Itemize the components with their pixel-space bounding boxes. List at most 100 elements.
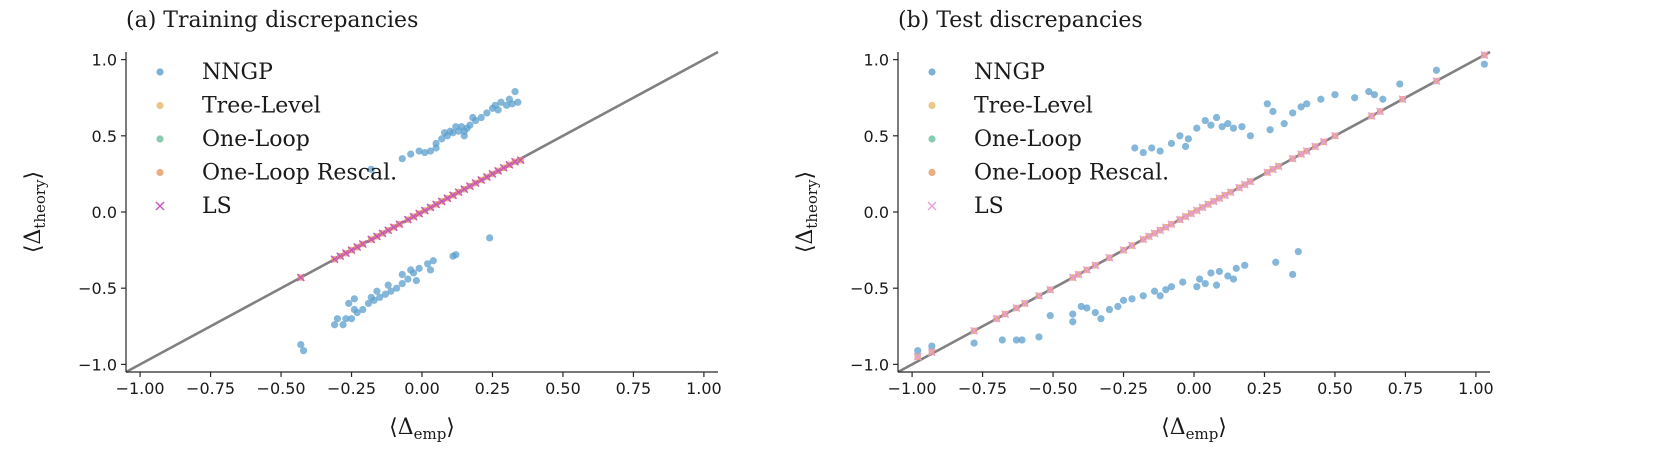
ls-point [1288,154,1297,163]
ls-point [409,212,418,221]
x-tick-label: 0.75 [1388,379,1424,398]
ls-point [454,188,463,197]
ls-point [460,185,469,194]
ls-point [505,160,514,169]
legend-label: LS [202,194,232,219]
x-tick-label: −0.50 [1029,379,1078,398]
nngp-point [350,295,358,303]
ls-point [353,243,362,252]
nngp-point [1432,66,1441,74]
ls-point [1139,235,1148,244]
nngp-point [1105,305,1114,314]
nngp-point [1156,147,1164,155]
x-tick-label: −0.25 [327,379,376,398]
nngp-point [1266,126,1274,134]
nngp-point [494,106,502,114]
x-tick-label: 0.50 [1317,379,1353,398]
ls-point [367,235,376,244]
nngp-point [412,276,420,285]
nngp-point [1289,270,1297,279]
nngp-point [297,340,305,349]
ls-point [1268,165,1277,174]
x-axis-title-main: ⟨Δ [1161,415,1185,440]
ls-point [1167,220,1176,229]
ls-point [465,182,474,191]
nngp-point [1294,248,1302,256]
ls-point [1263,168,1272,177]
ls-point [378,229,387,238]
y-tick-label: 1.0 [92,51,117,70]
nngp-point [1128,295,1136,303]
series-nngp [297,88,522,355]
nngp-point [1331,91,1339,99]
nngp-point [432,144,440,152]
ls-point [1297,150,1306,159]
nngp-point [1162,286,1170,294]
nngp-point [376,293,384,301]
ls-point [1175,215,1184,224]
nngp-point [1179,278,1187,286]
nngp-point [1139,148,1147,157]
nngp-point [477,113,485,122]
nngp-point [1263,100,1271,108]
legend-marker [928,135,936,143]
x-tick-label: 0.75 [616,379,652,398]
ls-point [1235,183,1244,192]
nngp-point [364,299,373,308]
nngp-point [1012,336,1021,344]
legend: NNGP Tree-Level One-Loop One-Loop Rescal. LS [155,60,397,219]
nngp-point [1046,312,1054,320]
ls-point [449,191,458,200]
nngp-point [998,336,1006,344]
ls-point [970,326,979,335]
ls-point [1215,194,1224,203]
panel-training: (a) Training discrepancies −1.00 −0.75 −0.5… [21,8,722,443]
nngp-point [1156,292,1164,300]
nngp-point [1207,121,1215,129]
legend-label: One-Loop [974,127,1082,152]
nngp-point [1269,107,1277,116]
ls-point [1001,310,1010,319]
legend-label: Tree-Level [974,94,1093,119]
nngp-point [429,257,437,265]
nngp-point [1035,333,1043,341]
nngp-point [1193,283,1201,291]
nngp-point [345,299,353,308]
nngp-point [1224,272,1232,280]
nngp-point [1207,269,1215,277]
ls-point [389,223,398,232]
y-axis-title: ⟨Δtheory⟩ [21,171,49,253]
nngp-point [398,280,406,288]
y-tick-label: 0.5 [864,127,889,146]
legend-label: One-Loop [202,127,310,152]
nngp-point [1148,144,1156,152]
nngp-point [415,147,423,155]
nngp-point [421,148,429,157]
legend-label: LS [974,194,1004,219]
legend-marker [156,168,164,177]
x-tick-label: −1.00 [888,379,937,398]
nngp-point [1232,264,1240,272]
nngp-point [1246,132,1254,140]
nngp-point [1069,310,1077,318]
legend-marker [928,68,936,76]
nngp-point [367,165,375,173]
ls-point [347,246,356,255]
y-tick-label: −0.5 [78,279,117,298]
nngp-point [387,287,395,295]
ls-point [1221,191,1230,200]
y-tick-label: 0.0 [864,203,889,222]
x-tick-label: −0.50 [257,379,306,398]
nngp-point [1176,132,1184,140]
nngp-point [508,100,516,108]
ls-point [395,220,404,229]
ls-point [482,172,491,181]
ls-point [1127,241,1136,250]
legend-marker-ls [155,201,165,211]
panel-test: (b) Test discrepancies −1.00 −0.75 −0.50 −0.… [793,8,1494,443]
x-axis-title-close: ⟩ [1218,415,1227,440]
ls-point [1156,226,1165,235]
ls-point [913,352,922,361]
nngp-point [1224,120,1232,128]
